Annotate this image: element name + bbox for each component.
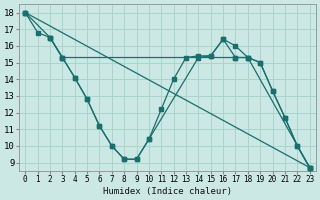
- X-axis label: Humidex (Indice chaleur): Humidex (Indice chaleur): [103, 187, 232, 196]
